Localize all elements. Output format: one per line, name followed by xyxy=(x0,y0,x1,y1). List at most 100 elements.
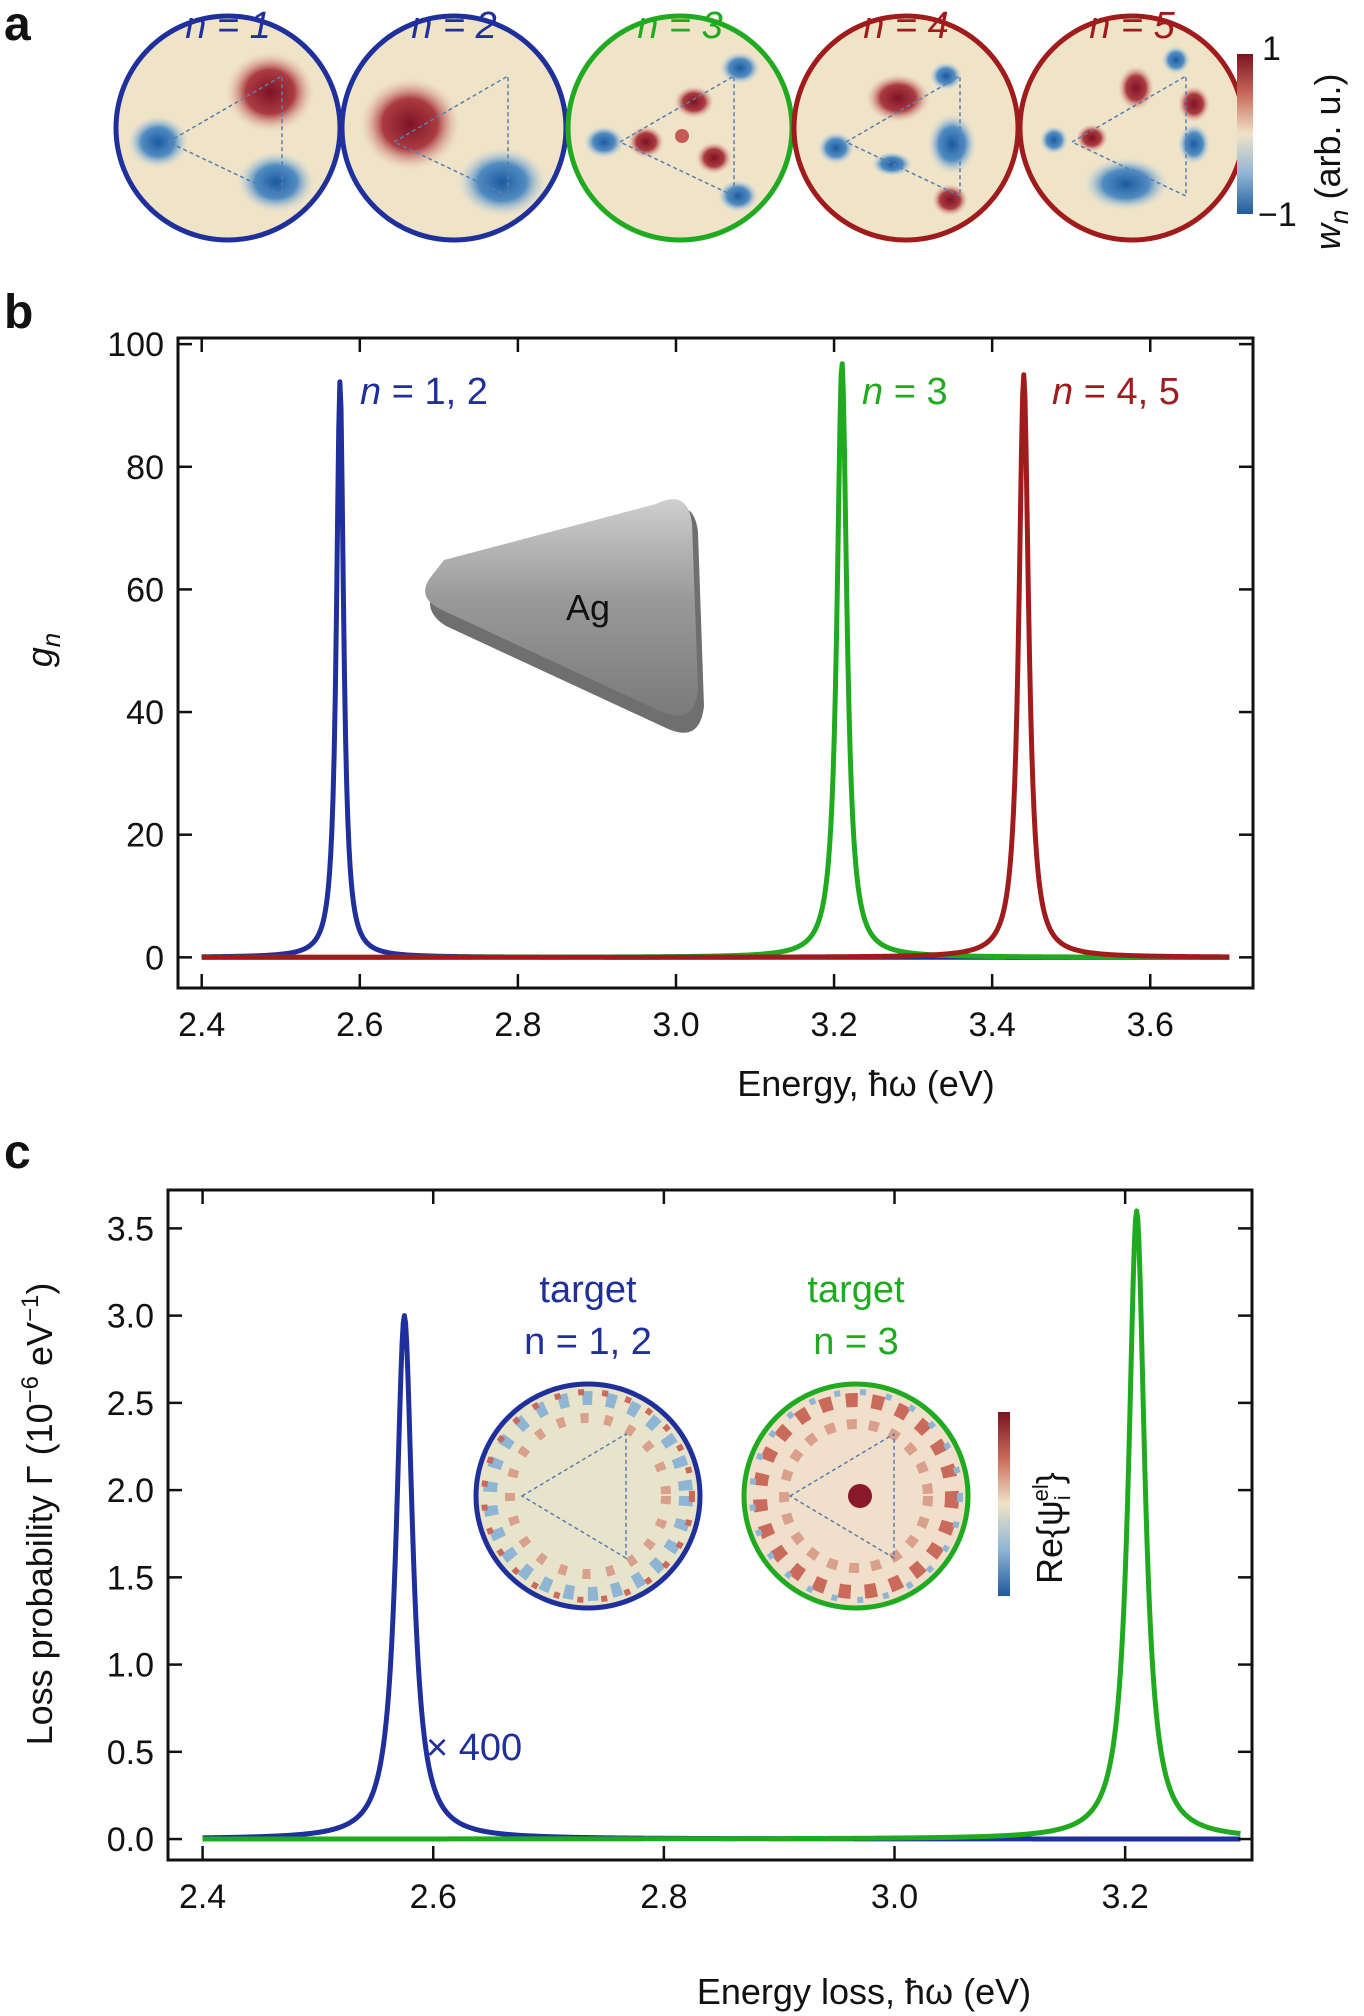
scale-annotation: × 400 xyxy=(426,1727,522,1769)
negative-lobe xyxy=(1084,158,1168,210)
triangle-outline xyxy=(520,1432,627,1560)
inset-subtitle-2: n = 3 xyxy=(813,1321,899,1363)
y-tick-label: 3.5 xyxy=(107,1210,154,1248)
series-line-2 xyxy=(201,1208,1242,1842)
x-tick-label: 2.6 xyxy=(410,1878,457,1916)
positive-lobe xyxy=(226,52,314,132)
series-line-2 xyxy=(200,361,1231,960)
mode-map-5 xyxy=(1017,13,1247,243)
triangle-outline xyxy=(166,74,283,198)
negative-lobe xyxy=(128,116,188,168)
y-tick-label: 40 xyxy=(126,694,164,732)
map-border xyxy=(741,1381,971,1611)
positive-lobe xyxy=(696,142,732,174)
x-axis-label-c: Energy loss, ħω (eV) xyxy=(697,1971,1031,2012)
colorbar-quantity: w xyxy=(1307,222,1348,250)
x-tick-label: 2.8 xyxy=(640,1878,687,1916)
triangle-outline xyxy=(618,74,735,198)
positive-lobe xyxy=(1118,66,1154,110)
ag-label: Ag xyxy=(566,587,610,628)
panel-c: c 2.4 2.6 2.8 3.0 3.2 0.0 0.5 1.0 1.5 2.0 2.5 3.0 3.… xyxy=(4,1126,1254,2012)
ring-pattern xyxy=(483,1391,693,1601)
y-axis-label-c: Loss probability Γ (10−6 eV−1) xyxy=(17,1283,60,1746)
negative-lobe xyxy=(1040,126,1068,154)
series-label-n12: n = 1, 2 xyxy=(360,371,488,413)
panel-letter-b: b xyxy=(4,286,33,339)
x-tick-label: 2.4 xyxy=(179,1878,226,1916)
colorbar-quantity-sub: n xyxy=(1324,210,1354,224)
colorbar xyxy=(1237,54,1253,214)
colorbar-c xyxy=(998,1412,1010,1596)
x-tick-label: 2.8 xyxy=(494,1006,541,1044)
mode-map-2 xyxy=(339,13,569,243)
ag-nanoprism-inset: Ag xyxy=(425,499,704,733)
y-tick-label: 60 xyxy=(126,571,164,609)
plot-frame xyxy=(176,336,1255,990)
prism-top xyxy=(425,499,698,716)
plot-b: 2.4 2.6 2.8 3.0 3.2 3.4 3.6 0 20 40 60 80 100 xyxy=(107,326,1255,1044)
y-axis-label-b: gn xyxy=(19,633,66,668)
negative-lobe xyxy=(1178,124,1210,164)
positive-lobe xyxy=(1076,124,1108,152)
colorbar-max-label: 1 xyxy=(1262,30,1281,68)
y-tick-label: 3.0 xyxy=(107,1298,154,1336)
positive-lobe xyxy=(866,74,930,122)
panel-b: b 2.4 2.6 2.8 3.0 3.2 3.4 3.6 0 20 40 60 80 100 Ag n… xyxy=(4,286,1255,1104)
ring-pattern xyxy=(481,1389,695,1603)
panel-a: a n = 1 n = 2 xyxy=(4,0,1354,250)
positive-lobe xyxy=(628,126,664,158)
mode-map-4 xyxy=(791,13,1021,243)
series-label-n3: n = 3 xyxy=(862,371,948,413)
x-tick-label: 3.2 xyxy=(810,1006,857,1044)
map-border xyxy=(473,1381,703,1611)
mode-label-1: n = 1 xyxy=(185,5,271,47)
plot-frame xyxy=(166,1188,1254,1862)
center-hotspot xyxy=(848,1484,872,1508)
positive-lobe xyxy=(932,184,968,216)
colorbar-label-c: Re{ψiel} xyxy=(1028,1472,1075,1584)
x-tick-label: 3.2 xyxy=(1102,1878,1149,1916)
negative-lobe xyxy=(718,180,758,212)
positive-lobe xyxy=(675,129,689,143)
x-tick-label: 3.0 xyxy=(652,1006,699,1044)
inset-map-target-n3 xyxy=(741,1381,971,1611)
negative-lobe xyxy=(720,52,760,84)
y-tick-label: 2.5 xyxy=(107,1385,154,1423)
map-background xyxy=(1020,16,1244,240)
negative-lobe xyxy=(458,148,546,216)
x-tick-label: 3.4 xyxy=(969,1006,1016,1044)
y-tick-label: 100 xyxy=(107,326,164,364)
negative-lobe xyxy=(872,152,912,176)
x-tick-label: 3.0 xyxy=(871,1878,918,1916)
colorbar-min-label: −1 xyxy=(1258,196,1297,234)
y-tick-label: 0.0 xyxy=(107,1821,154,1859)
series-line-3 xyxy=(200,372,1231,960)
negative-lobe xyxy=(1162,46,1190,74)
y-tick-label: 80 xyxy=(126,449,164,487)
y-tick-label: 20 xyxy=(126,817,164,855)
x-axis-label-b: Energy, ħω (eV) xyxy=(737,1063,995,1104)
y-tick-label: 0 xyxy=(145,939,164,977)
ring-pattern xyxy=(779,1419,933,1573)
panel-letter-a: a xyxy=(4,0,31,51)
y-tick-label: 0.5 xyxy=(107,1734,154,1772)
negative-lobe xyxy=(238,152,314,212)
y-tick-label: 1.0 xyxy=(107,1647,154,1685)
x-tick-label: 3.6 xyxy=(1127,1006,1174,1044)
colorbar-unit: (arb. u.) xyxy=(1307,73,1348,209)
ring-pattern xyxy=(505,1413,671,1579)
series-label-n45: n = 4, 5 xyxy=(1052,371,1180,413)
mode-map-3 xyxy=(565,13,795,243)
y-tick-label: 2.0 xyxy=(107,1472,154,1510)
mode-label-4: n = 4 xyxy=(863,5,949,47)
x-tick-label: 2.6 xyxy=(336,1006,383,1044)
series-line-1 xyxy=(201,1313,1242,1842)
triangle-outline xyxy=(788,1432,895,1560)
mode-label-3: n = 3 xyxy=(637,5,723,47)
ring-pattern xyxy=(749,1389,963,1603)
series-line-1 xyxy=(200,379,1231,960)
colorbar-title: wn (arb. u.) xyxy=(1307,73,1354,250)
triangle-outline xyxy=(844,74,961,198)
positive-lobe xyxy=(1178,86,1210,122)
inset-map-target-n12 xyxy=(473,1381,703,1611)
